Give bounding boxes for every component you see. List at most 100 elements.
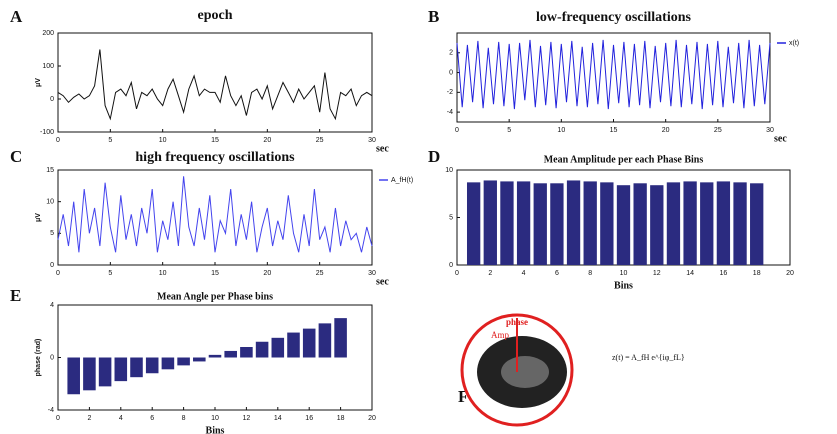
y-tick-label: -4 — [48, 407, 54, 414]
x-tick-label: 12 — [653, 270, 661, 277]
x-tick-label: 20 — [263, 270, 271, 277]
y-axis-label: phase (rad) — [35, 339, 42, 377]
bar — [483, 180, 497, 265]
x-tick-label: 0 — [56, 270, 60, 277]
panel-letter: C — [10, 147, 22, 166]
x-tick-label: 30 — [368, 137, 376, 144]
x-tick-label: 5 — [507, 127, 511, 134]
chart-title: Mean Angle per Phase bins — [157, 291, 273, 302]
y-tick-label: 200 — [42, 30, 54, 37]
y-tick-label: 0 — [449, 69, 453, 76]
bar — [533, 183, 547, 265]
x-axis-label: sec — [774, 133, 787, 144]
bar — [683, 181, 697, 265]
x-tick-label: 25 — [714, 127, 722, 134]
bar — [516, 181, 531, 265]
y-tick-label: 0 — [50, 354, 54, 361]
bar — [716, 181, 731, 265]
chart-title: Mean Amplitude per each Phase Bins — [544, 154, 704, 165]
bar — [318, 323, 332, 358]
legend-label: x(t) — [789, 40, 799, 47]
amp-label: Amp — [491, 330, 510, 340]
x-axis-label: sec — [376, 276, 389, 287]
bar — [750, 183, 764, 265]
bar — [466, 182, 481, 265]
y-axis-label: μV — [35, 213, 42, 222]
x-tick-label: 20 — [368, 415, 376, 422]
y-tick-label: 0 — [449, 262, 453, 269]
x-tick-label: 18 — [753, 270, 761, 277]
chart-title: epoch — [198, 8, 233, 23]
panel-letter: E — [10, 286, 21, 305]
x-tick-label: 0 — [56, 137, 60, 144]
bar — [114, 357, 128, 382]
bar — [240, 347, 253, 358]
x-tick-label: 8 — [182, 415, 186, 422]
x-axis-label: Bins — [614, 280, 633, 291]
signal-line — [57, 176, 373, 253]
panel-letter: A — [10, 7, 23, 26]
bar — [287, 332, 300, 358]
x-tick-label: 4 — [119, 415, 123, 422]
unit-circle — [460, 313, 574, 427]
signal-line — [456, 39, 771, 110]
y-tick-label: 15 — [46, 167, 54, 174]
x-tick-label: 5 — [108, 137, 112, 144]
x-tick-label: 18 — [337, 415, 345, 422]
x-tick-label: 4 — [522, 270, 526, 277]
axes-box — [57, 32, 373, 133]
bar — [177, 357, 190, 366]
x-axis-label: sec — [376, 143, 389, 154]
y-tick-label: 0 — [50, 262, 54, 269]
x-tick-label: 15 — [610, 127, 618, 134]
x-tick-label: 20 — [662, 127, 670, 134]
x-tick-label: 10 — [620, 270, 628, 277]
bar — [566, 180, 581, 265]
panel-letter: D — [428, 147, 440, 166]
panel-letter: F — [458, 387, 468, 406]
x-tick-label: 30 — [766, 127, 774, 134]
bar — [98, 357, 112, 387]
y-tick-label: 2 — [449, 50, 453, 57]
x-tick-label: 0 — [56, 415, 60, 422]
x-tick-label: 20 — [786, 270, 794, 277]
bar — [633, 183, 647, 265]
bar — [583, 181, 597, 265]
bar — [700, 182, 714, 265]
panel-letter: B — [428, 7, 439, 26]
signal-line — [57, 49, 373, 121]
bar — [161, 357, 175, 370]
y-axis-label: μV — [35, 78, 42, 87]
x-tick-label: 10 — [557, 127, 565, 134]
bar — [224, 350, 237, 358]
bar — [616, 185, 631, 265]
complex-trajectory-inner — [501, 356, 549, 388]
x-tick-label: 10 — [211, 415, 219, 422]
y-tick-label: 0 — [50, 96, 54, 103]
x-tick-label: 30 — [368, 270, 376, 277]
bar — [666, 182, 681, 265]
bar — [130, 357, 143, 378]
x-tick-label: 6 — [150, 415, 154, 422]
y-tick-label: 4 — [50, 302, 54, 309]
x-tick-label: 0 — [455, 127, 459, 134]
y-tick-label: 10 — [445, 167, 453, 174]
bar — [550, 183, 564, 265]
bar — [302, 328, 316, 358]
bar — [500, 181, 514, 265]
y-tick-label: -100 — [40, 129, 54, 136]
x-tick-label: 14 — [274, 415, 282, 422]
x-tick-label: 8 — [588, 270, 592, 277]
legend-label: A_fH(t) — [391, 177, 413, 184]
x-tick-label: 2 — [488, 270, 492, 277]
x-tick-label: 10 — [159, 270, 167, 277]
x-tick-label: 25 — [316, 270, 324, 277]
bar — [600, 182, 614, 265]
bar — [255, 341, 269, 358]
x-tick-label: 2 — [87, 415, 91, 422]
bar — [733, 182, 747, 265]
bar — [193, 357, 206, 362]
x-tick-label: 15 — [211, 137, 219, 144]
phase-label: phase — [506, 317, 528, 327]
